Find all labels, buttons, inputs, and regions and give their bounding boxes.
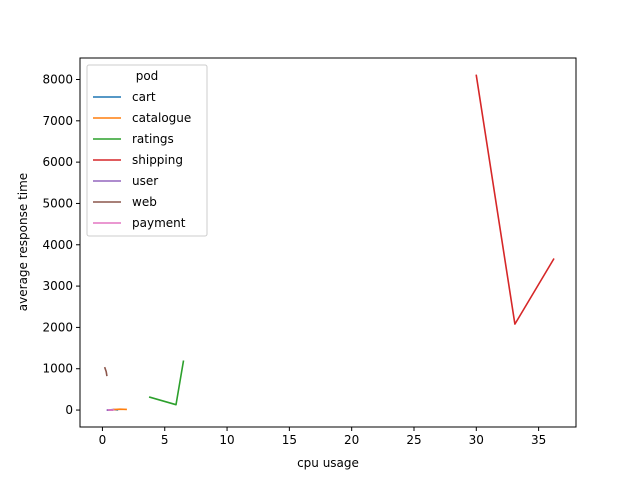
y-axis: 0 1000 2000 3000 4000 5000 6000 7000 8000 — [42, 72, 80, 417]
series-line-ratings — [148, 360, 185, 406]
x-tick-label: 15 — [282, 433, 297, 447]
x-tick-label: 0 — [99, 433, 107, 447]
series-line-web — [103, 366, 108, 377]
legend-label-catalogue: catalogue — [132, 111, 191, 125]
legend: pod cart catalogue ratings shipping user web p… — [86, 64, 208, 237]
legend-label-shipping: shipping — [132, 153, 183, 167]
x-tick-label: 20 — [344, 433, 359, 447]
y-tick-label: 5000 — [42, 196, 73, 210]
x-tick-label: 30 — [469, 433, 484, 447]
y-tick-label: 4000 — [42, 238, 73, 252]
legend-label-web: web — [132, 195, 157, 209]
legend-label-cart: cart — [132, 90, 156, 104]
x-axis-label: cpu usage — [297, 456, 359, 470]
legend-frame — [86, 64, 208, 237]
y-tick-label: 6000 — [42, 155, 73, 169]
x-tick-label: 5 — [161, 433, 169, 447]
legend-label-ratings: ratings — [132, 132, 174, 146]
series-line-shipping — [475, 74, 555, 325]
x-tick-label: 10 — [219, 433, 234, 447]
y-tick-label: 1000 — [42, 362, 73, 376]
legend-title: pod — [136, 69, 159, 83]
legend-label-payment: payment — [132, 216, 186, 230]
y-tick-label: 0 — [65, 403, 73, 417]
y-tick-label: 3000 — [42, 279, 73, 293]
y-tick-label: 8000 — [42, 72, 73, 86]
legend-label-user: user — [132, 174, 158, 188]
plot-area — [79, 57, 577, 428]
x-tick-label: 35 — [531, 433, 546, 447]
x-axis: 0 5 10 15 20 25 30 35 — [99, 427, 546, 447]
y-tick-label: 2000 — [42, 320, 73, 334]
x-tick-label: 25 — [406, 433, 421, 447]
y-tick-label: 7000 — [42, 114, 73, 128]
y-axis-label: average response time — [16, 173, 30, 311]
